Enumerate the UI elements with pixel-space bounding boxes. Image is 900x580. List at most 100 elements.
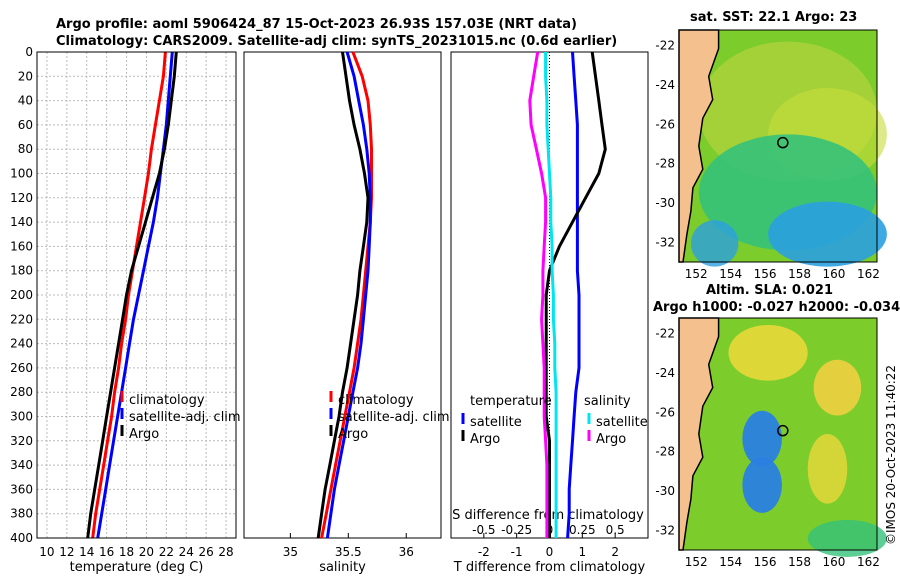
- legend-label: Argo: [129, 427, 159, 442]
- y-tick-label: 260: [10, 361, 33, 375]
- series-line-s2: [316, 51, 370, 539]
- x-axis-label-difference: T difference from climatology: [453, 560, 646, 575]
- sst-map: [678, 29, 887, 267]
- sla-map-lat-tick: -32: [655, 523, 675, 537]
- sst-map-lon-tick: 162: [857, 267, 880, 281]
- x-tick-label: 28: [218, 545, 233, 559]
- x2-tick-label: 0.25: [569, 523, 596, 537]
- y-tick-label: 40: [18, 94, 33, 108]
- y-tick-label: 100: [10, 167, 33, 181]
- y-tick-label: 160: [10, 239, 33, 253]
- sst-map-frame: [678, 29, 878, 263]
- sla-map-frame: [678, 317, 878, 551]
- legend-label: Argo: [338, 427, 368, 442]
- figure-title-line1: Argo profile: aoml 5906424_87 15-Oct-202…: [56, 17, 577, 32]
- sla-map-lat-tick: -30: [655, 484, 675, 498]
- x2-tick-label: -0.5: [472, 523, 495, 537]
- legend-label: satellite-adj. clim: [129, 410, 241, 425]
- plot-frame-salinity: [243, 51, 442, 539]
- sla-map-title-line1: Altim. SLA: 0.021: [706, 283, 833, 298]
- sst-map-lon-tick: 152: [685, 267, 708, 281]
- y-tick-label: 80: [18, 142, 33, 156]
- x-tick-label: 1: [579, 545, 587, 559]
- sla-map-lat-tick: -24: [655, 366, 675, 380]
- x-tick-label: 35.5: [335, 545, 362, 559]
- series-line-s0: [320, 51, 373, 539]
- sst-map-lat-tick: -32: [655, 235, 675, 249]
- sst-map-lat-tick: -24: [655, 78, 675, 92]
- y-tick-label: 140: [10, 215, 33, 229]
- x-axis-label-salinity: salinity: [319, 560, 366, 575]
- sla-map-field-patch: [728, 324, 808, 381]
- sst-map-argo-marker: [777, 136, 789, 149]
- y-tick-label: 400: [10, 531, 33, 545]
- sla-map-field-patch: [807, 519, 887, 557]
- sst-map-lat-tick: -22: [655, 39, 675, 53]
- y-tick-label: 120: [10, 191, 33, 205]
- x-tick-label: 36: [399, 545, 414, 559]
- series-line-d0: [566, 51, 581, 539]
- sla-map-lat-tick: -26: [655, 405, 675, 419]
- y-tick-label: 220: [10, 312, 33, 326]
- x-axis-label-temperature: temperature (deg C): [70, 560, 204, 575]
- sst-map-field-patch: [690, 220, 739, 267]
- x2-tick-label: 0.5: [606, 523, 625, 537]
- legend-label: Argo: [596, 432, 626, 447]
- y-tick-label: 320: [10, 434, 33, 448]
- y-tick-label: 280: [10, 385, 33, 399]
- x-tick-label: 18: [119, 545, 134, 559]
- x-tick-label: 24: [179, 545, 194, 559]
- x-tick-label: 12: [59, 545, 74, 559]
- x-tick-label: 14: [79, 545, 94, 559]
- sst-map-lat-tick: -30: [655, 196, 675, 210]
- sla-map: [678, 317, 887, 557]
- timestamp-label: ©IMOS 20-Oct-2023 11:40:22: [884, 364, 898, 545]
- y-tick-label: 300: [10, 410, 33, 424]
- sla-map-lon-tick: 154: [719, 555, 742, 569]
- y-tick-label: 240: [10, 337, 33, 351]
- sst-map-title: sat. SST: 22.1 Argo: 23: [690, 10, 858, 25]
- legend-label: climatology: [338, 393, 414, 408]
- sla-map-field-patch: [742, 410, 782, 467]
- series-line-d3: [528, 51, 549, 538]
- y-tick-label: 60: [18, 118, 33, 132]
- x-tick-label: 22: [159, 545, 174, 559]
- sla-map-argo-marker: [777, 424, 789, 437]
- sla-map-lon-tick: 162: [857, 555, 880, 569]
- x-tick-label: 35: [283, 545, 298, 559]
- sst-map-lon-tick: 160: [823, 267, 846, 281]
- series-line-t0: [91, 51, 167, 539]
- sla-map-field-patch: [813, 359, 862, 416]
- sst-map-land: [678, 29, 720, 263]
- y-tick-label: 20: [18, 69, 33, 83]
- series-line-t1: [96, 51, 174, 539]
- sla-map-lat-tick: -22: [655, 327, 675, 341]
- legend-title-salinity: salinity: [584, 394, 631, 409]
- x-tick-label: -1: [511, 545, 523, 559]
- sla-map-lon-tick: 160: [823, 555, 846, 569]
- y-tick-label: 200: [10, 288, 33, 302]
- sst-map-lat-tick: -26: [655, 117, 675, 131]
- sla-map-title-line2: Argo h1000: -0.027 h2000: -0.034: [653, 300, 900, 315]
- x2-tick-label: -0.25: [501, 523, 532, 537]
- sst-map-lon-tick: 156: [754, 267, 777, 281]
- y-tick-label: 340: [10, 458, 33, 472]
- series-line-t2: [86, 51, 178, 539]
- y-tick-label: 360: [10, 482, 33, 496]
- sst-map-lon-tick: 154: [719, 267, 742, 281]
- legend-label: satellite-adj. clim: [338, 410, 450, 425]
- x-tick-label: 16: [99, 545, 114, 559]
- sst-map-lon-tick: 158: [788, 267, 811, 281]
- legend-label: satellite: [596, 415, 648, 430]
- series-line-d1: [544, 51, 607, 538]
- legend-label: Argo: [470, 432, 500, 447]
- x-tick-label: -2: [478, 545, 490, 559]
- y-tick-label: 0: [25, 45, 33, 59]
- series-line-d2: [544, 52, 558, 538]
- sla-map-lon-tick: 158: [788, 555, 811, 569]
- series-line-s1: [325, 51, 372, 539]
- sla-map-lat-tick: -28: [655, 445, 675, 459]
- sst-map-field-patch: [768, 201, 887, 267]
- x-tick-label: 26: [199, 545, 214, 559]
